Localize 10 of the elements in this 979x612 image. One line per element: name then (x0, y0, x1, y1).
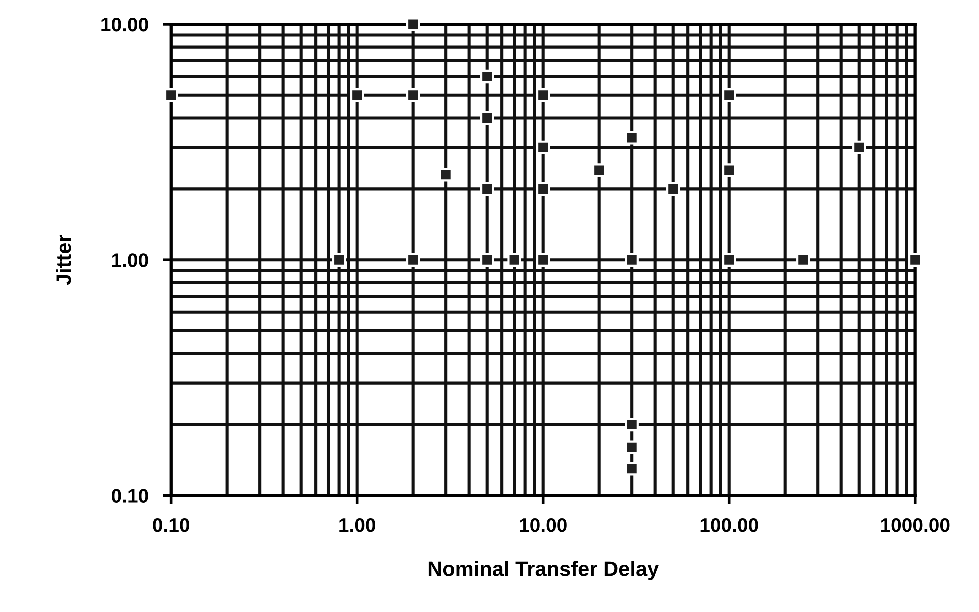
x-tick-label: 100.00 (700, 518, 758, 532)
x-tick-label: 1000.00 (881, 518, 950, 532)
x-axis-title: Nominal Transfer Delay (428, 561, 660, 580)
y-tick-label: 1.00 (112, 254, 148, 268)
x-tick-label: 1.00 (340, 518, 376, 532)
x-tick-label: 0.10 (153, 518, 190, 532)
x-tick-label: 10.00 (520, 518, 567, 532)
y-axis-title: Jitter (56, 234, 72, 286)
y-tick-label: 0.10 (112, 489, 148, 503)
y-tick-label: 10.00 (102, 18, 148, 32)
